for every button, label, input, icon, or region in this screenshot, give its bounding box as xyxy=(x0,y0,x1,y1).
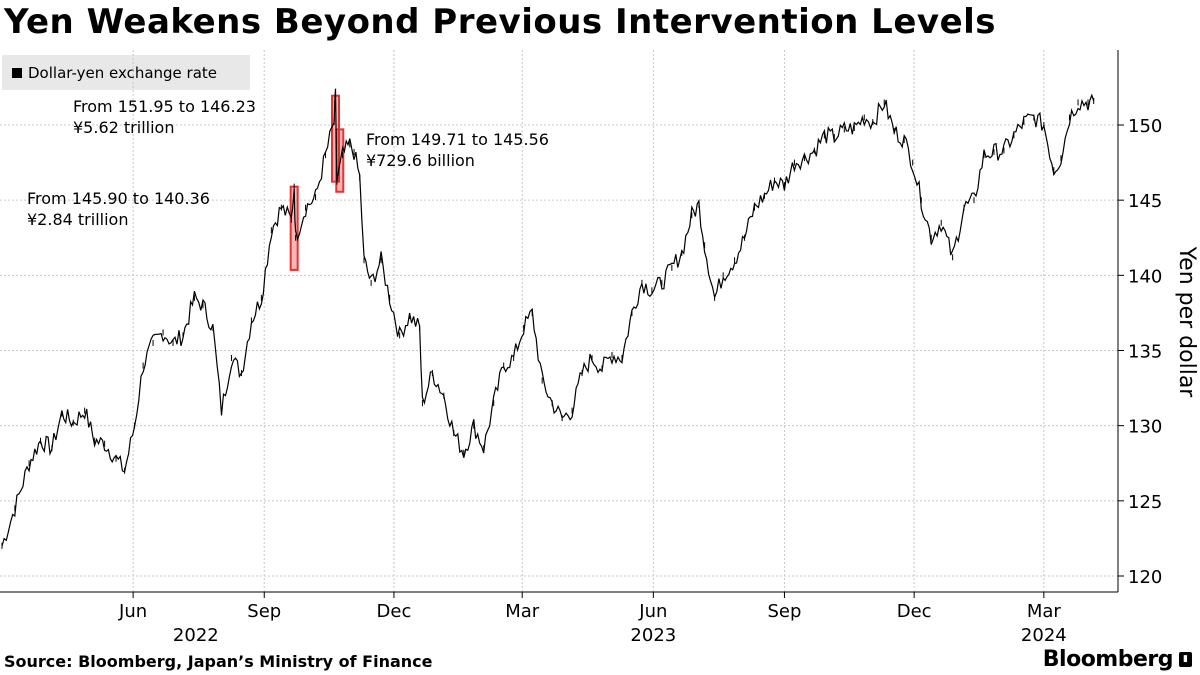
legend-label: Dollar-yen exchange rate xyxy=(28,63,218,82)
y-tick-label: 140 xyxy=(1128,266,1162,287)
x-tick-label: Jun xyxy=(638,601,667,622)
x-tick-label: Sep xyxy=(247,601,281,622)
annotation-line-1: From 149.71 to 145.56 xyxy=(366,130,549,149)
y-tick-label: 130 xyxy=(1128,417,1162,438)
annotation-line-2: ¥2.84 trillion xyxy=(27,210,128,229)
chart-title: Yen Weakens Beyond Previous Intervention… xyxy=(4,2,997,42)
y-axis-label: Yen per dollar xyxy=(1174,246,1199,399)
y-tick-label: 150 xyxy=(1128,116,1162,137)
annotation-line-1: From 151.95 to 146.23 xyxy=(73,97,256,116)
x-tick-label: Sep xyxy=(767,601,801,622)
bloomberg-logo: Bloomberg ▮ xyxy=(1043,647,1192,672)
brand-name: Bloomberg xyxy=(1042,647,1174,672)
x-tick-label: Mar xyxy=(505,601,540,622)
y-tick-label: 135 xyxy=(1128,342,1162,363)
annotation-line-2: ¥5.62 trillion xyxy=(73,118,174,137)
source-note: Source: Bloomberg, Japan’s Ministry of F… xyxy=(4,652,433,671)
legend: Dollar-yen exchange rate xyxy=(2,55,250,90)
legend-swatch xyxy=(12,67,22,78)
x-year-label: 2022 xyxy=(173,625,219,646)
y-tick-label: 125 xyxy=(1128,492,1162,513)
y-tick-label: 120 xyxy=(1128,567,1162,588)
annotation-line-1: From 145.90 to 140.36 xyxy=(27,189,210,208)
x-tick-label: Dec xyxy=(377,601,412,622)
x-year-label: 2023 xyxy=(630,625,676,646)
x-year-label: 2024 xyxy=(1021,625,1067,646)
bloomberg-mark-icon: ▮ xyxy=(1179,652,1192,667)
annotation-line-2: ¥729.6 billion xyxy=(366,151,475,170)
x-tick-label: Mar xyxy=(1027,601,1062,622)
y-tick-label: 145 xyxy=(1128,191,1162,212)
x-tick-label: Dec xyxy=(897,601,932,622)
x-tick-label: Jun xyxy=(118,601,147,622)
series-line xyxy=(1,88,1095,547)
